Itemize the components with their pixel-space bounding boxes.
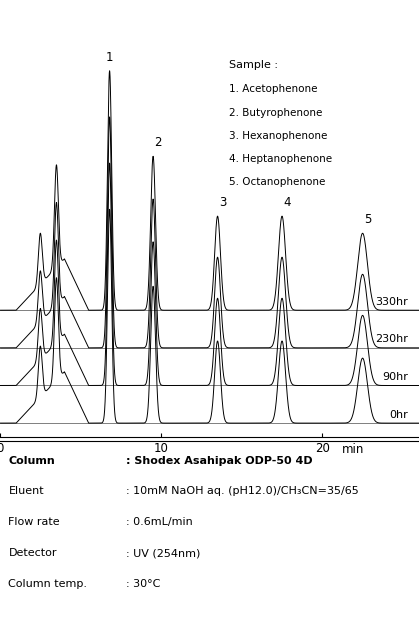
Text: 4: 4: [283, 197, 291, 209]
Text: Flow rate: Flow rate: [8, 517, 60, 527]
Text: 2. Butyrophenone: 2. Butyrophenone: [229, 107, 322, 117]
Text: Detector: Detector: [8, 548, 57, 558]
Text: Sample :: Sample :: [229, 61, 278, 71]
Text: Tolerance of ODP-50 for alkaline condition: Tolerance of ODP-50 for alkaline conditi…: [3, 14, 416, 32]
Text: Column: Column: [8, 456, 55, 466]
Text: 330hr: 330hr: [375, 297, 408, 307]
Text: 5: 5: [364, 213, 371, 227]
Text: 2: 2: [154, 137, 162, 149]
Text: : UV (254nm): : UV (254nm): [126, 548, 200, 558]
Text: Column temp.: Column temp.: [8, 579, 88, 589]
Text: 5. Octanophenone: 5. Octanophenone: [229, 177, 325, 187]
Text: 1. Acetophenone: 1. Acetophenone: [229, 84, 317, 94]
Text: min: min: [341, 443, 364, 456]
Text: 3. Hexanophenone: 3. Hexanophenone: [229, 130, 327, 140]
Text: 0hr: 0hr: [389, 410, 408, 420]
Text: : 10mM NaOH aq. (pH12.0)/CH₃CN=35/65: : 10mM NaOH aq. (pH12.0)/CH₃CN=35/65: [126, 487, 358, 497]
Text: : 0.6mL/min: : 0.6mL/min: [126, 517, 192, 527]
Text: Eluent: Eluent: [8, 487, 44, 497]
Text: 230hr: 230hr: [375, 334, 408, 344]
Text: 1: 1: [106, 51, 113, 64]
Text: 3: 3: [219, 197, 226, 209]
Text: : 30°C: : 30°C: [126, 579, 160, 589]
Text: : Shodex Asahipak ODP-50 4D: : Shodex Asahipak ODP-50 4D: [126, 456, 312, 466]
Text: 4. Heptanophenone: 4. Heptanophenone: [229, 154, 332, 163]
Text: 90hr: 90hr: [382, 372, 408, 382]
